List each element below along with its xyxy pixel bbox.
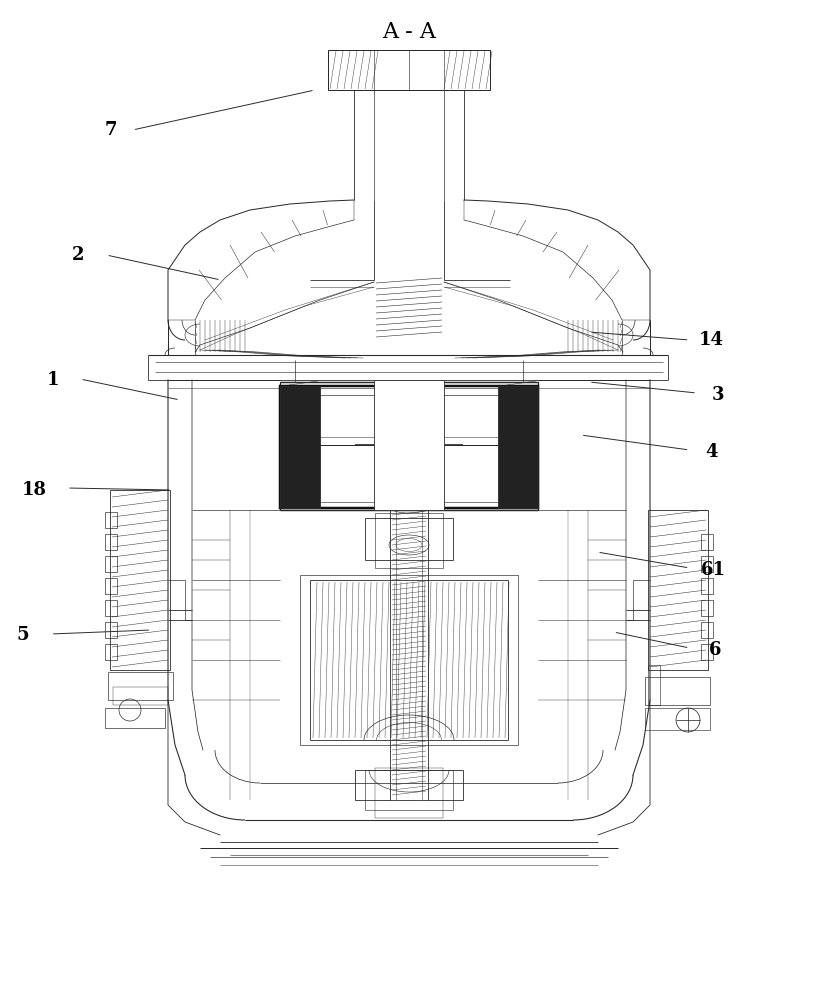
Bar	[701, 534, 713, 550]
Bar	[105, 622, 117, 638]
Text: A - A: A - A	[382, 21, 436, 43]
Bar	[105, 600, 117, 616]
Bar	[365, 518, 453, 560]
Text: 3: 3	[712, 386, 725, 404]
Text: 61: 61	[701, 561, 726, 579]
Bar	[645, 708, 710, 730]
Bar	[310, 580, 508, 740]
Bar	[648, 510, 708, 670]
Bar	[365, 770, 453, 810]
Bar	[105, 578, 117, 594]
Bar	[300, 575, 518, 745]
Bar	[701, 644, 713, 660]
Bar	[105, 534, 117, 550]
Text: 4: 4	[705, 443, 718, 461]
Bar	[645, 677, 710, 705]
Bar	[701, 556, 713, 572]
Bar	[280, 382, 538, 510]
Bar	[280, 386, 538, 508]
Bar	[280, 386, 320, 508]
Bar	[498, 386, 538, 508]
Bar	[375, 768, 443, 818]
Text: 1: 1	[47, 371, 60, 389]
Text: 7: 7	[104, 121, 117, 139]
Text: 2: 2	[71, 246, 84, 264]
Bar	[701, 600, 713, 616]
Bar	[648, 665, 660, 705]
Bar	[105, 708, 165, 728]
Bar	[374, 380, 444, 510]
Text: 5: 5	[16, 626, 29, 644]
Bar	[105, 644, 117, 660]
Bar	[110, 490, 170, 670]
Bar	[701, 622, 713, 638]
Bar	[328, 50, 490, 90]
Text: 6: 6	[708, 641, 721, 659]
Text: 18: 18	[22, 481, 47, 499]
Bar	[113, 687, 168, 705]
Text: 14: 14	[699, 331, 724, 349]
Bar	[105, 512, 117, 528]
Bar	[375, 513, 443, 568]
Bar	[108, 672, 173, 700]
Bar	[355, 770, 463, 800]
Bar	[701, 578, 713, 594]
Bar	[105, 556, 117, 572]
